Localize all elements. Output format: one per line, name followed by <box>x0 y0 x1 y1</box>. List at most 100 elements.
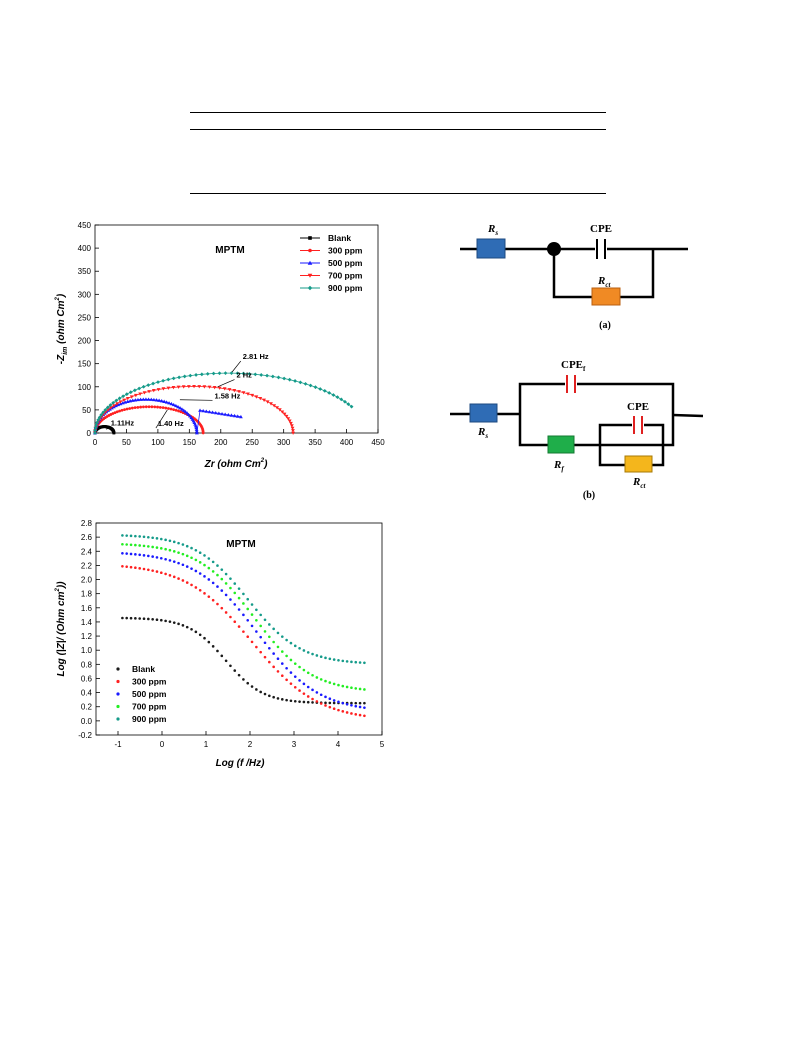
bode-legend-marker <box>116 692 120 696</box>
bode-data-point <box>354 660 358 664</box>
nyquist-data-point <box>111 400 116 405</box>
bode-data-point <box>363 714 366 718</box>
bode-data-point <box>354 704 358 708</box>
bode-data-point <box>121 542 124 546</box>
bode-data-point <box>172 575 176 579</box>
bode-data-point <box>125 543 129 546</box>
nyquist-data-point <box>210 410 215 414</box>
nyquist-data-point <box>254 395 259 399</box>
nyquist-annotation-label: 1.11Hz <box>111 419 135 428</box>
bode-data-point <box>164 538 167 542</box>
circuit-a-cpe-label: CPE <box>590 223 612 235</box>
nyquist-data-point <box>162 399 167 403</box>
nyquist-data-point <box>232 389 237 393</box>
bode-data-point <box>207 557 211 560</box>
nyquist-data-point <box>349 404 354 409</box>
nyquist-data-point <box>106 408 111 412</box>
bode-data-point <box>190 583 193 587</box>
circuit-b-cpef-label: CPEf <box>561 359 586 373</box>
nyquist-data-point <box>124 392 129 397</box>
nyquist-data-point <box>125 396 130 401</box>
nyquist-legend-marker <box>307 260 313 265</box>
bode-data-point <box>358 687 362 691</box>
bode-data-point <box>306 695 310 698</box>
nyquist-y-tick-label: 400 <box>78 244 92 253</box>
bode-data-point <box>125 534 129 537</box>
bode-y-tick-label: 2.2 <box>81 561 93 570</box>
bode-data-point <box>185 565 189 568</box>
bode-data-point <box>125 616 129 620</box>
nyquist-data-point <box>161 406 165 410</box>
nyquist-x-tick-label: 300 <box>277 438 291 447</box>
bode-data-point <box>268 623 271 626</box>
bode-data-point <box>311 701 314 704</box>
bode-data-point <box>242 592 245 596</box>
bode-data-point <box>190 627 193 631</box>
bode-data-point <box>285 698 288 702</box>
bode-data-point <box>298 665 301 669</box>
nyquist-data-point <box>226 412 231 417</box>
bode-data-point <box>121 565 124 568</box>
bode-y-tick-label: 0.8 <box>81 660 93 669</box>
nyquist-annotation-arrow <box>217 379 235 388</box>
bode-data-point <box>255 645 258 649</box>
bode-data-point <box>324 701 327 705</box>
bode-data-point <box>276 670 280 673</box>
nyquist-data-point <box>308 383 313 388</box>
bode-data-point <box>142 535 146 539</box>
nyquist-data-point <box>176 404 180 409</box>
bode-data-point <box>289 682 293 685</box>
nyquist-y-tick-label: 300 <box>78 290 92 299</box>
nyquist-data-point <box>150 405 154 409</box>
bode-data-point <box>203 575 206 578</box>
bode-data-point <box>250 624 254 628</box>
bode-data-point <box>151 536 154 540</box>
nyquist-plot-area <box>94 224 379 434</box>
bode-data-point <box>147 554 150 558</box>
nyquist-data-point <box>103 407 108 412</box>
bode-data-point <box>345 660 349 663</box>
nyquist-data-point <box>313 385 318 390</box>
bode-data-point <box>272 665 275 669</box>
bode-data-point <box>363 701 366 705</box>
bode-data-point <box>293 644 297 648</box>
bode-data-point <box>151 545 154 549</box>
bode-x-tick-label: 1 <box>204 740 209 749</box>
nyquist-data-point <box>262 398 266 402</box>
bode-data-point <box>172 621 176 624</box>
bode-data-point <box>242 678 245 681</box>
nyquist-data-point <box>207 385 212 389</box>
bode-y-tick-label: 2.8 <box>81 519 93 528</box>
bode-data-point <box>328 701 332 705</box>
bode-y-tick-label: 1.6 <box>81 604 93 613</box>
bode-data-point <box>337 700 340 704</box>
nyquist-data-point <box>171 376 176 381</box>
bode-data-point <box>306 671 310 675</box>
bode-data-point <box>259 690 262 694</box>
nyquist-y-tick-label: 150 <box>78 360 92 369</box>
bode-data-point <box>229 664 232 668</box>
nyquist-data-point <box>114 398 119 403</box>
bode-legend-label: 900 ppm <box>132 714 167 724</box>
nyquist-data-point <box>164 406 168 410</box>
nyquist-data-point <box>174 408 178 412</box>
nyquist-data-point <box>144 397 148 401</box>
circuit-b-outer-bottom-wire <box>518 414 675 447</box>
bode-data-point <box>155 537 159 540</box>
bode-data-point <box>216 585 219 588</box>
bode-series-1 <box>121 565 366 718</box>
bode-data-point <box>263 618 267 622</box>
bode-legend-label: 500 ppm <box>132 689 167 699</box>
bode-data-point <box>177 577 180 580</box>
bode-data-point <box>168 548 172 552</box>
bode-data-point <box>198 633 202 637</box>
nyquist-data-point <box>282 412 287 416</box>
nyquist-ylabel: -Zim (ohm Cm2) <box>55 293 69 364</box>
bode-data-point <box>302 649 306 652</box>
nyquist-data-point <box>111 412 115 415</box>
bode-y-tick-label: 0.4 <box>81 689 93 698</box>
nyquist-data-point <box>217 386 222 390</box>
nyquist-data-point <box>331 393 336 397</box>
bode-data-point <box>233 603 237 606</box>
bode-data-point <box>177 541 180 545</box>
